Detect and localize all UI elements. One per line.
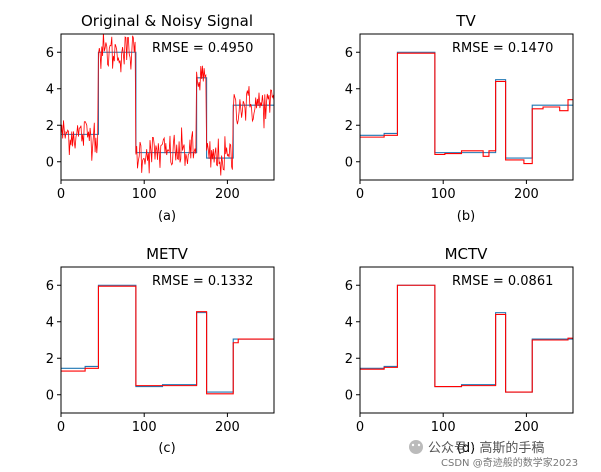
panel-a-noisy-line <box>61 34 274 176</box>
panel-b-sublabel: (b) <box>457 209 475 224</box>
panel-b-ytick-label: 0 <box>345 155 353 170</box>
watermark-wechat: 公众号 · 高斯的手稿 <box>428 440 544 456</box>
panel-b-ytick-label: 4 <box>345 82 353 97</box>
panel-c-ytick-label: 2 <box>46 352 54 367</box>
panel-b-estimate-line <box>360 52 573 165</box>
panel-b-xtick-label: 0 <box>356 187 364 202</box>
panel-d-ytick-label: 4 <box>345 315 353 330</box>
panel-d-rmse: RMSE = 0.0861 <box>452 274 553 289</box>
panel-c-title: METV <box>146 245 189 263</box>
panel-a-xtick-label: 200 <box>215 187 240 202</box>
panel-c-sublabel: (c) <box>158 441 175 456</box>
panel-b-xtick-label: 200 <box>514 187 539 202</box>
panel-d-plot: 0 100 200 0 2 4 6 <box>345 266 574 435</box>
panel-d-original-line <box>360 284 573 393</box>
panel-c-ytick-label: 4 <box>46 315 54 330</box>
panel-c-xtick-label: 100 <box>132 420 157 435</box>
panel-c-plot: 0 100 200 0 2 4 6 <box>46 266 275 435</box>
panel-c-axes-frame <box>60 266 275 414</box>
panel-b-axes-frame <box>359 33 574 181</box>
panel-b-ytick-label: 6 <box>345 46 353 61</box>
panel-b-xtick-label: 100 <box>431 187 456 202</box>
panel-d-xtick-label: 100 <box>431 420 456 435</box>
panel-b-ytick-label: 2 <box>345 119 353 134</box>
panel-a-plot: 0 100 200 0 2 4 6 <box>46 33 275 202</box>
panel-a-rmse: RMSE = 0.4950 <box>152 41 253 56</box>
panel-a-sublabel: (a) <box>158 209 176 224</box>
panel-a-series-group <box>61 34 274 176</box>
panel-a: Original & Noisy Signal 0 100 200 0 2 4 6 RMSE… <box>46 12 275 224</box>
panel-d-xtick-label: 200 <box>514 420 539 435</box>
panel-c-ytick-label: 0 <box>46 388 54 403</box>
panel-d-sublabel: (d) <box>457 441 475 456</box>
panel-d-ytick-label: 0 <box>345 388 353 403</box>
panel-c-ytick-label: 6 <box>46 279 54 294</box>
panel-c: METV 0 100 200 0 2 4 6 RMSE = 0.1332 (c) <box>46 245 275 456</box>
panel-c-estimate-line <box>61 285 274 395</box>
panel-c-series-group <box>61 284 274 395</box>
panel-a-ytick-label: 2 <box>46 119 54 134</box>
panel-a-ytick-label: 0 <box>46 155 54 170</box>
wechat-icon-eye-right <box>417 443 421 447</box>
panel-d: MCTV 0 100 200 0 2 4 6 RMSE = 0.0861 (d) <box>345 245 574 456</box>
panel-b-title: TV <box>455 12 476 30</box>
panel-d-xtick-label: 0 <box>356 420 364 435</box>
panel-d-ytick-label: 2 <box>345 352 353 367</box>
panel-b-original-line <box>360 51 573 159</box>
panel-d-ytick-label: 6 <box>345 279 353 294</box>
panel-b-series-group <box>360 51 573 165</box>
panel-c-xtick-label: 0 <box>57 420 65 435</box>
panel-d-estimate-line <box>360 284 573 393</box>
panel-b-rmse: RMSE = 0.1470 <box>452 41 553 56</box>
panel-a-xtick-label: 100 <box>132 187 157 202</box>
panel-a-ytick-label: 6 <box>46 46 54 61</box>
panel-a-xtick-label: 0 <box>57 187 65 202</box>
wechat-icon-eye-left <box>411 443 415 447</box>
wechat-icon <box>409 440 423 454</box>
watermark-csdn: CSDN @奇迹般的数学家2023 <box>441 456 578 469</box>
panel-c-rmse: RMSE = 0.1332 <box>152 274 253 289</box>
panel-b: TV 0 100 200 0 2 4 6 RMSE = 0.1470 (b) <box>345 12 574 224</box>
panel-d-axes-frame <box>359 266 574 414</box>
panel-b-plot: 0 100 200 0 2 4 6 <box>345 33 574 202</box>
panel-d-series-group <box>360 284 573 393</box>
panel-d-title: MCTV <box>445 245 489 263</box>
panel-a-title: Original & Noisy Signal <box>81 12 253 30</box>
panel-a-ytick-label: 4 <box>46 82 54 97</box>
watermark: 公众号 · 高斯的手稿 CSDN @奇迹般的数学家2023 <box>409 440 578 469</box>
panel-c-xtick-label: 200 <box>215 420 240 435</box>
panel-a-axes-frame <box>60 33 275 181</box>
